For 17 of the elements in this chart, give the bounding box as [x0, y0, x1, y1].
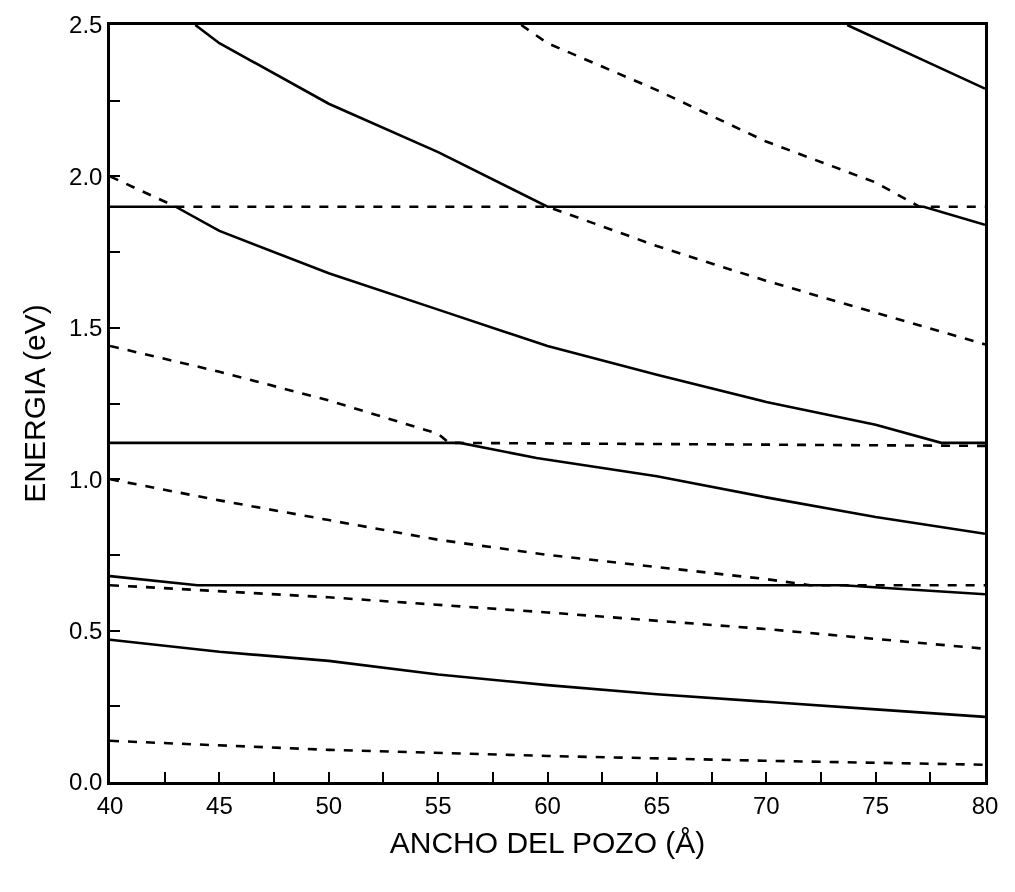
x-tick-label: 55	[424, 791, 452, 819]
x-tick-label: 60	[534, 791, 561, 819]
x-tick-label: 75	[862, 791, 889, 819]
x-axis-title: ANCHO DEL POZO (Å)	[389, 826, 706, 860]
x-tick-label: 45	[206, 791, 233, 819]
line-series	[110, 638, 985, 719]
x-tick-label: 50	[315, 791, 343, 819]
y-tick-label: 1.0	[69, 465, 103, 493]
y-tick-label: 0.5	[69, 617, 103, 644]
y-tick-label: 2.5	[69, 11, 103, 39]
x-tick-label: 80	[971, 791, 999, 819]
line-series	[110, 739, 985, 767]
y-tick-label: 1.5	[69, 314, 103, 342]
y-tick-label: 2.0	[69, 162, 103, 190]
x-tick-label: 65	[643, 791, 671, 819]
x-tick-label: 70	[752, 791, 780, 819]
y-axis-title: ENERGIA (eV)	[18, 304, 52, 503]
